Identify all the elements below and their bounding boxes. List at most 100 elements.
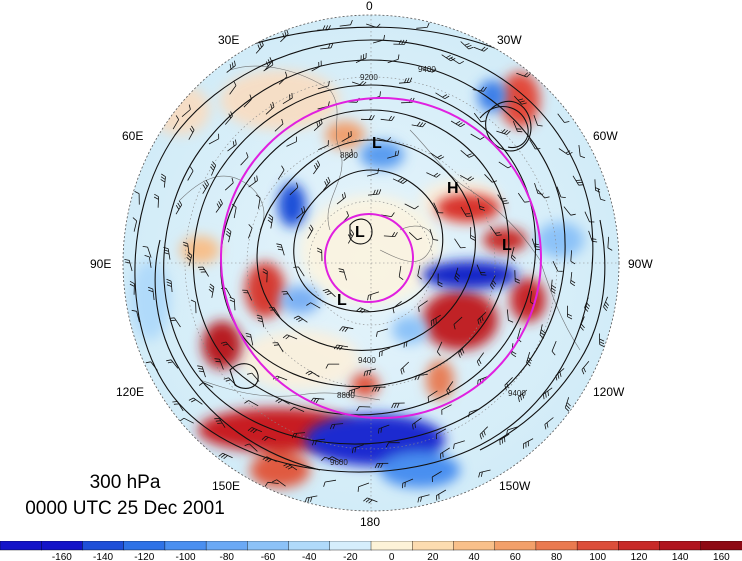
wind-barb bbox=[286, 136, 297, 147]
contour-label: 9400 bbox=[418, 65, 436, 74]
wind-barb bbox=[247, 427, 263, 434]
wind-barb bbox=[366, 23, 381, 28]
low-center-marker: L bbox=[337, 292, 347, 309]
wind-barb bbox=[558, 148, 573, 156]
wind-barb bbox=[247, 372, 260, 382]
wind-barb bbox=[436, 489, 447, 501]
wind-barb bbox=[190, 299, 197, 314]
colorbar-tick-label: 60 bbox=[510, 552, 522, 561]
wind-barb bbox=[446, 381, 454, 395]
colorbar-swatch bbox=[123, 541, 166, 551]
wind-barb bbox=[510, 246, 516, 262]
wind-barb bbox=[477, 312, 487, 325]
wind-barb bbox=[570, 250, 576, 265]
wind-barb bbox=[263, 59, 274, 72]
wind-barb bbox=[181, 104, 191, 118]
wind-barb bbox=[323, 479, 337, 487]
wind-barb bbox=[129, 280, 135, 295]
wind-barb bbox=[169, 317, 181, 328]
wind-barb bbox=[435, 92, 450, 100]
wind-barb bbox=[426, 172, 441, 178]
colorbar-swatch bbox=[659, 541, 702, 551]
low-center-marker: L bbox=[355, 224, 365, 241]
wind-barb bbox=[341, 130, 352, 142]
wind-barb bbox=[458, 344, 467, 358]
wind-barb bbox=[333, 344, 349, 351]
wind-barb bbox=[542, 387, 553, 400]
wind-barb bbox=[411, 121, 426, 128]
wind-barb bbox=[570, 272, 576, 287]
wind-barb bbox=[514, 95, 527, 105]
wind-barb bbox=[134, 191, 140, 205]
wind-barb bbox=[418, 300, 428, 312]
wind-barb bbox=[202, 179, 209, 194]
wind-barb bbox=[431, 471, 442, 483]
wind-barb bbox=[339, 326, 354, 332]
wind-barb bbox=[277, 165, 285, 180]
wind-barb bbox=[557, 113, 570, 123]
colorbar-tick-label: 160 bbox=[713, 552, 730, 561]
wind-barb bbox=[460, 206, 472, 217]
colorbar-swatch bbox=[535, 541, 578, 551]
wind-barb bbox=[255, 40, 264, 54]
colorbar-swatch bbox=[329, 541, 372, 551]
colorbar-tick-label: 100 bbox=[589, 552, 606, 561]
wind-barb bbox=[316, 247, 323, 262]
colorbar-swatch bbox=[41, 541, 84, 551]
lon-label-120w: 120W bbox=[593, 385, 625, 399]
low-center-marker: L bbox=[502, 237, 512, 254]
wind-barb bbox=[188, 125, 195, 140]
wind-barb bbox=[240, 152, 249, 166]
wind-barb bbox=[400, 361, 410, 375]
wind-barb bbox=[339, 19, 353, 27]
wind-barb bbox=[408, 232, 423, 241]
wind-barb bbox=[329, 423, 344, 430]
wind-barb bbox=[265, 101, 275, 115]
colorbar-tick-label: 0 bbox=[389, 552, 395, 561]
wind-barb bbox=[209, 161, 217, 176]
wind-barb bbox=[436, 341, 443, 356]
wind-barb bbox=[594, 179, 601, 193]
lon-label-90e: 90E bbox=[90, 257, 111, 271]
wind-barb bbox=[281, 291, 293, 301]
wind-barb bbox=[275, 398, 290, 405]
wind-barb bbox=[584, 297, 591, 312]
wind-barb bbox=[272, 342, 284, 353]
wind-barb bbox=[293, 266, 305, 277]
wind-barb bbox=[473, 46, 489, 52]
wind-barb bbox=[473, 112, 486, 123]
wind-barb bbox=[514, 270, 520, 284]
wind-barb bbox=[454, 267, 461, 282]
wind-barb bbox=[145, 361, 158, 371]
wind-barb bbox=[214, 418, 226, 428]
wind-barb bbox=[427, 390, 438, 402]
pressure-level-label: 300 hPa bbox=[89, 472, 161, 493]
wind-barb bbox=[304, 495, 318, 503]
lon-label-90w: 90W bbox=[628, 257, 653, 271]
wind-barb bbox=[278, 71, 288, 85]
lon-label-60w: 60W bbox=[593, 129, 618, 143]
wind-barb bbox=[479, 426, 488, 440]
wind-barb bbox=[550, 279, 557, 294]
wind-barb bbox=[477, 375, 489, 386]
wind-barb bbox=[197, 266, 209, 277]
wind-barb bbox=[476, 264, 487, 276]
wind-barb bbox=[404, 203, 419, 210]
wind-barb bbox=[347, 229, 355, 244]
wind-barb bbox=[516, 72, 531, 78]
wind-barb bbox=[261, 435, 277, 441]
wind-barb bbox=[208, 133, 220, 145]
wind-barb bbox=[398, 77, 413, 84]
contour-label: 9600 bbox=[330, 458, 348, 467]
wind-barb bbox=[421, 68, 437, 73]
wind-barb bbox=[476, 352, 485, 367]
wind-barb bbox=[374, 462, 389, 469]
wind-barb bbox=[387, 54, 400, 64]
wind-barb bbox=[468, 408, 480, 418]
wind-barb bbox=[160, 173, 166, 188]
wind-barb bbox=[497, 194, 509, 204]
wind-barb bbox=[147, 286, 155, 301]
wind-barb bbox=[537, 189, 550, 199]
wind-barb bbox=[403, 337, 415, 348]
wind-barb bbox=[291, 432, 306, 439]
